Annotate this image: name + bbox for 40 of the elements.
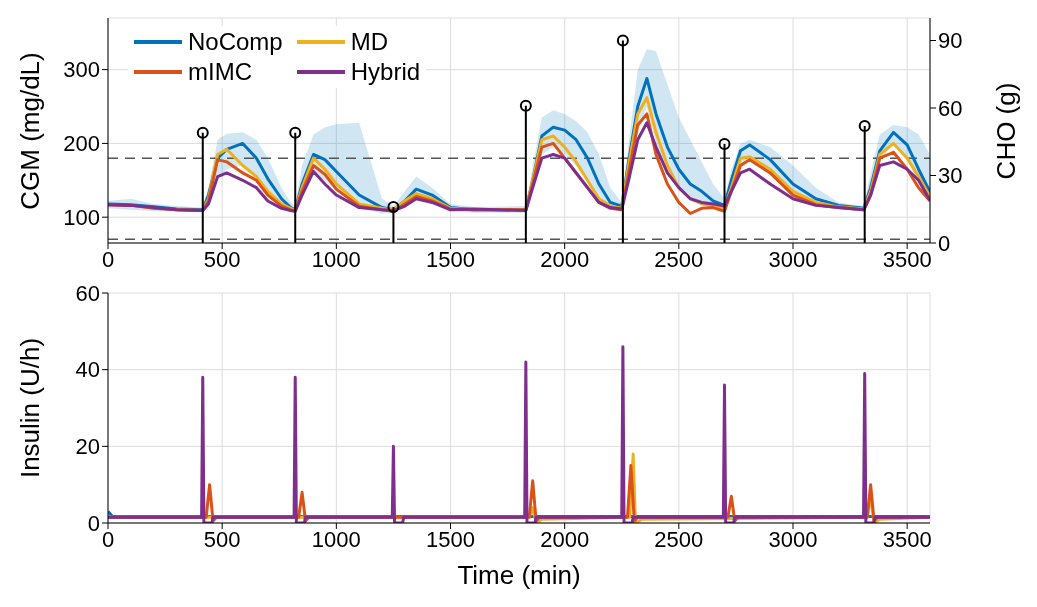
point [196,126,209,139]
y-tick-label: 60 [75,280,100,306]
point [519,99,532,112]
x-tick-label: 1500 [426,526,475,552]
y2-axis-title: CHO (g) [991,82,1021,179]
x-tick-label: 1000 [311,526,361,552]
x-tick-label: 3000 [768,246,818,272]
x-tick-label: 2500 [654,526,704,552]
legend-label: MD [350,28,389,56]
y2-tick-label: 0 [938,230,951,256]
x-tick-label: 3000 [768,526,818,552]
x-tick-label: 500 [203,526,241,552]
y-axis-title: Insulin (U/h) [15,337,45,479]
x-tick-label: 2500 [654,246,704,272]
y2-tick-label: 60 [938,95,963,121]
x-tick-label: 2000 [540,526,590,552]
y2-tick-label: 90 [938,28,963,54]
point [858,120,871,132]
y-axis-title: CGM (mg/dL) [15,51,45,210]
y-tick-label: 200 [63,131,100,157]
x-tick-label: 1500 [426,246,475,272]
y-tick-label: 300 [63,57,100,83]
x-tick-label: 500 [203,246,241,272]
x-tick-label: 1000 [311,246,361,272]
legend-label: mIMC [188,58,252,86]
y2-tick-label: 30 [938,163,963,189]
y-tick-label: 20 [75,434,100,460]
y-tick-label: 100 [63,204,100,230]
x-axis-title: Time (min) [457,559,581,591]
legend-label: Hybrid [350,58,421,86]
x-tick-label: 2000 [540,246,590,272]
y-tick-label: 40 [75,357,100,383]
legend-label: NoComp [188,28,283,56]
x-tick-label: 3500 [882,246,932,272]
point [718,138,731,150]
x-tick-label: 3500 [882,526,932,552]
point [289,126,302,139]
y-tick-label: 0 [87,510,100,536]
point [616,34,629,47]
point [387,201,400,213]
